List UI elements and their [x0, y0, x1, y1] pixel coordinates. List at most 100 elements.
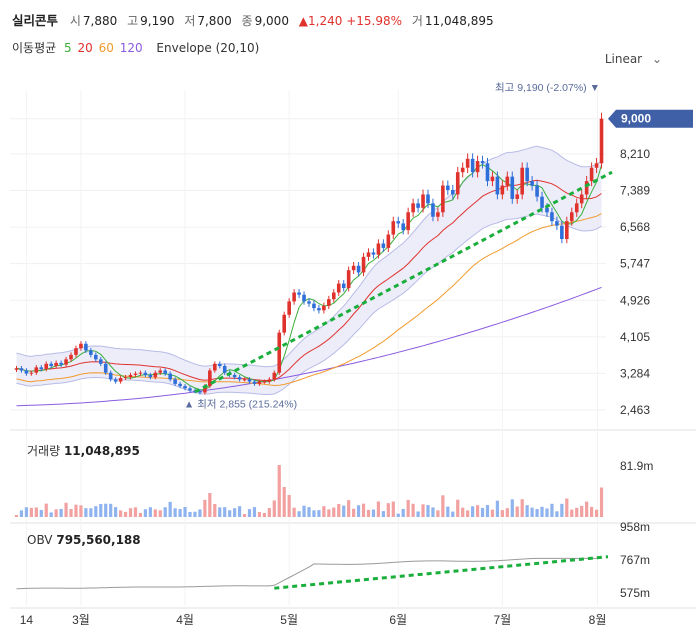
candle-body — [584, 181, 589, 195]
volume-bar — [79, 505, 83, 517]
volume-bar — [257, 512, 262, 517]
candle-body — [485, 163, 490, 182]
envelope-lower — [16, 213, 602, 395]
volume-bar — [480, 507, 485, 517]
volume-bar — [39, 509, 43, 517]
candle-body — [54, 362, 58, 367]
candle-body — [267, 379, 272, 382]
candle-body — [59, 362, 63, 365]
y-tick-label: 8,210 — [620, 147, 650, 161]
y-tick-label: 5,747 — [620, 257, 650, 271]
high-value: 9,190 — [140, 14, 175, 28]
volume-bar — [545, 508, 549, 517]
candle-body — [465, 158, 470, 168]
candle-body — [381, 243, 386, 248]
candle-body — [133, 373, 138, 375]
ma-5[interactable]: 5 — [64, 41, 72, 55]
obv-panel-title: OBV 795,560,188 — [27, 533, 141, 547]
volume-bar — [550, 503, 554, 517]
ma-20[interactable]: 20 — [77, 41, 93, 55]
volume-bar — [505, 508, 509, 517]
y-tick-label: 4,926 — [620, 293, 650, 307]
volume-bar — [99, 504, 103, 517]
candle-body — [450, 190, 455, 195]
volume-bar — [138, 512, 143, 517]
candle-body — [103, 363, 108, 373]
y-tick-label: 6,568 — [620, 220, 650, 234]
candle-body — [183, 386, 187, 389]
volume-bar — [213, 503, 217, 517]
ma-120[interactable]: 120 — [119, 41, 143, 55]
candle-body — [14, 368, 19, 370]
volume-bar — [252, 507, 257, 517]
volume-bar — [575, 507, 579, 517]
candle-body — [455, 172, 460, 195]
candle-body — [322, 305, 326, 311]
candle-body — [39, 367, 44, 370]
candle-body — [599, 118, 604, 164]
volume-bar — [515, 506, 519, 517]
candle-body — [24, 370, 29, 374]
candle-body — [34, 367, 39, 373]
change-value: ▲1,240 — [298, 14, 343, 28]
volume-bar — [461, 507, 465, 517]
volume-bar — [69, 509, 73, 517]
volume-bar — [396, 513, 400, 517]
candle-body — [341, 283, 346, 289]
obv-y-tick: 958m — [620, 520, 650, 534]
candle-body — [555, 221, 559, 226]
volume-bar — [446, 506, 450, 517]
scale-mode-dropdown[interactable]: Linear ⌄ — [605, 52, 662, 66]
candle-body — [346, 270, 351, 289]
candle-body — [396, 221, 401, 224]
candle-body — [401, 223, 406, 231]
volume-bar — [307, 507, 311, 517]
envelope-label[interactable]: Envelope (20,10) — [156, 41, 260, 55]
volume-bar — [193, 511, 197, 517]
candle-body — [579, 194, 584, 204]
volume-bar — [366, 509, 371, 517]
candle-body — [411, 203, 415, 213]
volume-bar — [471, 506, 475, 517]
volume-bar — [54, 509, 58, 517]
volume-bar — [535, 509, 539, 517]
ma-60[interactable]: 60 — [98, 41, 114, 55]
candle-body — [19, 368, 24, 371]
candle-body — [426, 194, 430, 204]
volume-bar — [163, 507, 167, 517]
volume-bar — [540, 506, 544, 517]
x-tick-label: 8월 — [589, 613, 607, 627]
volume-bar — [297, 511, 301, 517]
indicator-legend[interactable]: 이동평균 5 20 60 120 Envelope (20,10) — [12, 39, 263, 56]
open-label: 시 — [69, 14, 81, 28]
volume-bar — [317, 510, 321, 517]
candle-body — [436, 212, 440, 217]
volume-bar — [233, 508, 237, 517]
volume-value: 11,048,895 — [424, 14, 494, 28]
candle-body — [475, 161, 480, 173]
candle-body — [242, 379, 247, 381]
volume-bar — [441, 495, 445, 517]
volume-bar — [302, 505, 306, 517]
x-tick-label: 3월 — [72, 613, 90, 627]
volume-bar — [44, 503, 48, 517]
y-tick-label: 3,284 — [620, 366, 650, 380]
volume-bar — [495, 500, 500, 517]
candle-body — [203, 386, 207, 393]
candle-body — [118, 378, 123, 382]
high-label: 고 — [127, 14, 139, 28]
volume-bar — [148, 507, 152, 517]
volume-bar — [322, 506, 326, 517]
quote-header: 실리콘투 시 7,880 고 9,190 저 7,800 종 9,000 ▲1,240 … — [12, 10, 500, 29]
volume-bar — [490, 509, 495, 517]
envelope-upper — [16, 145, 602, 368]
candle-body — [143, 372, 148, 375]
volume-bar — [456, 499, 460, 517]
candle-body — [98, 359, 103, 364]
volume-bar — [451, 511, 455, 517]
volume-bar — [203, 499, 207, 517]
volume-bar — [426, 505, 430, 517]
volume-bar — [386, 503, 390, 517]
volume-bar — [411, 503, 415, 517]
